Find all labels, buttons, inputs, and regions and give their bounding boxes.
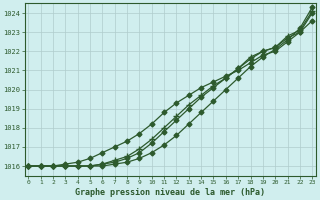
X-axis label: Graphe pression niveau de la mer (hPa): Graphe pression niveau de la mer (hPa) <box>75 188 265 197</box>
